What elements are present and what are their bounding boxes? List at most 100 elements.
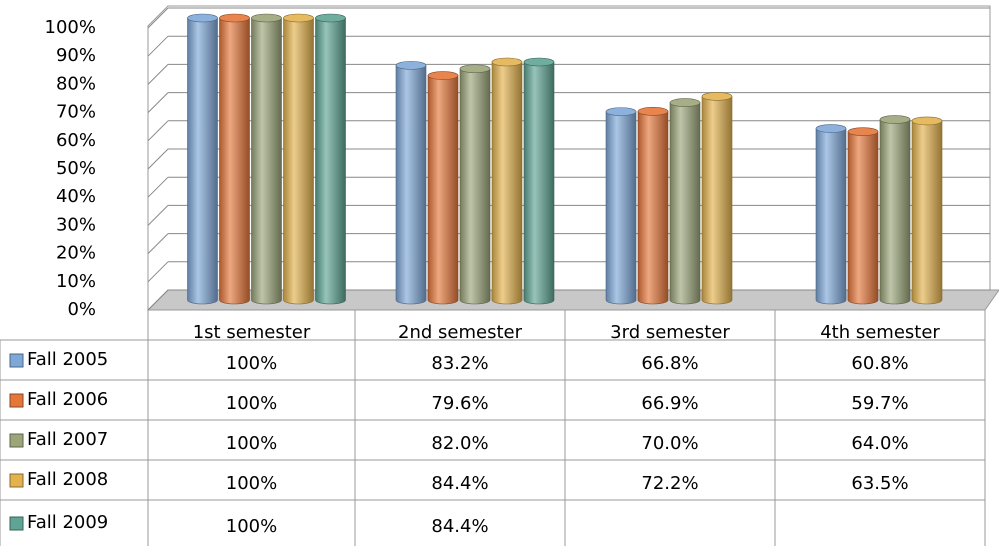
grid-line xyxy=(147,35,169,57)
bar-body xyxy=(315,17,346,305)
table-cell: 100% xyxy=(226,473,277,494)
grid-line xyxy=(147,233,169,254)
table-cell: 100% xyxy=(226,516,277,537)
bar-body xyxy=(637,111,669,305)
legend-label: Fall 2005 xyxy=(27,349,108,370)
bar-body xyxy=(911,120,943,305)
bar-body xyxy=(459,68,491,305)
y-tick-label: 60% xyxy=(56,130,96,151)
table-cell: 100% xyxy=(226,433,277,454)
bar xyxy=(251,13,282,305)
grid-line xyxy=(147,289,169,311)
grid-line xyxy=(147,92,169,113)
bar-top xyxy=(187,13,218,23)
bar-top xyxy=(879,115,911,124)
table-cell: 60.8% xyxy=(851,353,908,374)
bar-top xyxy=(815,124,847,133)
grid-line xyxy=(147,7,169,29)
bar xyxy=(187,13,218,305)
grid-line xyxy=(147,120,169,142)
bar xyxy=(847,127,879,305)
legend-key xyxy=(9,353,24,368)
bar-body xyxy=(187,17,218,305)
bar-top xyxy=(459,64,491,74)
bar-body xyxy=(523,61,555,305)
y-tick-label: 30% xyxy=(56,214,96,235)
bar-top xyxy=(847,127,879,136)
y-tick-label: 40% xyxy=(56,186,96,207)
x-tick-label: 4th semester xyxy=(820,322,940,343)
table-cell: 82.0% xyxy=(431,433,488,454)
bar-body xyxy=(815,128,847,305)
table-cell: 66.8% xyxy=(641,353,698,374)
bar xyxy=(459,64,491,305)
bar-top xyxy=(491,57,523,67)
legend-key xyxy=(9,473,24,488)
bar-top xyxy=(669,98,701,107)
bar-body xyxy=(879,119,911,305)
legend-label: Fall 2007 xyxy=(27,429,108,450)
bar-top xyxy=(219,13,250,23)
table-cell: 79.6% xyxy=(431,393,488,414)
bar-body xyxy=(669,102,701,305)
bar-top xyxy=(395,61,427,70)
y-tick-label: 70% xyxy=(56,102,96,123)
bar xyxy=(911,116,943,305)
y-tick-label: 80% xyxy=(56,73,96,94)
bar xyxy=(283,13,314,305)
grid-line xyxy=(147,148,169,170)
x-tick-label: 1st semester xyxy=(193,322,311,343)
legend-label: Fall 2006 xyxy=(27,389,108,410)
bar-body xyxy=(395,65,427,305)
table-cell: 83.2% xyxy=(431,353,488,374)
bar xyxy=(523,57,555,305)
bar xyxy=(701,92,733,305)
bar xyxy=(879,115,911,305)
grid-line xyxy=(147,64,169,85)
bar-body xyxy=(427,75,459,305)
bar-body xyxy=(701,96,733,305)
bar xyxy=(219,13,250,305)
bar-body xyxy=(251,17,282,305)
y-tick-label: 50% xyxy=(56,158,96,179)
table-cell: 66.9% xyxy=(641,393,698,414)
bar-top xyxy=(605,107,637,116)
bar xyxy=(395,61,427,305)
table-cell: 63.5% xyxy=(851,473,908,494)
table-cell: 84.4% xyxy=(431,473,488,494)
x-tick-label: 3rd semester xyxy=(610,322,730,343)
bar-top xyxy=(911,116,943,126)
bar-top xyxy=(427,71,459,80)
bar-body xyxy=(219,17,250,305)
y-tick-label: 0% xyxy=(67,299,96,320)
legend-key xyxy=(9,393,24,408)
table-cell: 72.2% xyxy=(641,473,698,494)
bar-body xyxy=(491,61,523,305)
bar xyxy=(669,98,701,305)
bar-top xyxy=(251,13,282,23)
table-cell: 100% xyxy=(226,353,277,374)
bar-top xyxy=(283,13,314,23)
bar xyxy=(315,13,346,305)
bar-top xyxy=(637,107,669,116)
grid-line xyxy=(147,261,169,283)
table-cell: 59.7% xyxy=(851,393,908,414)
legend-key xyxy=(9,433,24,448)
grid-line xyxy=(147,176,169,198)
y-tick-label: 100% xyxy=(45,17,96,38)
table-cell: 64.0% xyxy=(851,433,908,454)
bar-body xyxy=(283,17,314,305)
grid-line xyxy=(147,205,169,226)
legend-label: Fall 2009 xyxy=(27,512,108,533)
table-cell: 84.4% xyxy=(431,516,488,537)
bar-top xyxy=(315,13,346,23)
legend-label: Fall 2008 xyxy=(27,469,108,490)
bar-top xyxy=(701,92,733,101)
y-tick-label: 90% xyxy=(56,45,96,66)
legend-key xyxy=(9,516,24,531)
table-cell: 70.0% xyxy=(641,433,698,454)
bar xyxy=(605,107,637,305)
bar-body xyxy=(847,131,879,305)
bar-top xyxy=(523,57,555,67)
